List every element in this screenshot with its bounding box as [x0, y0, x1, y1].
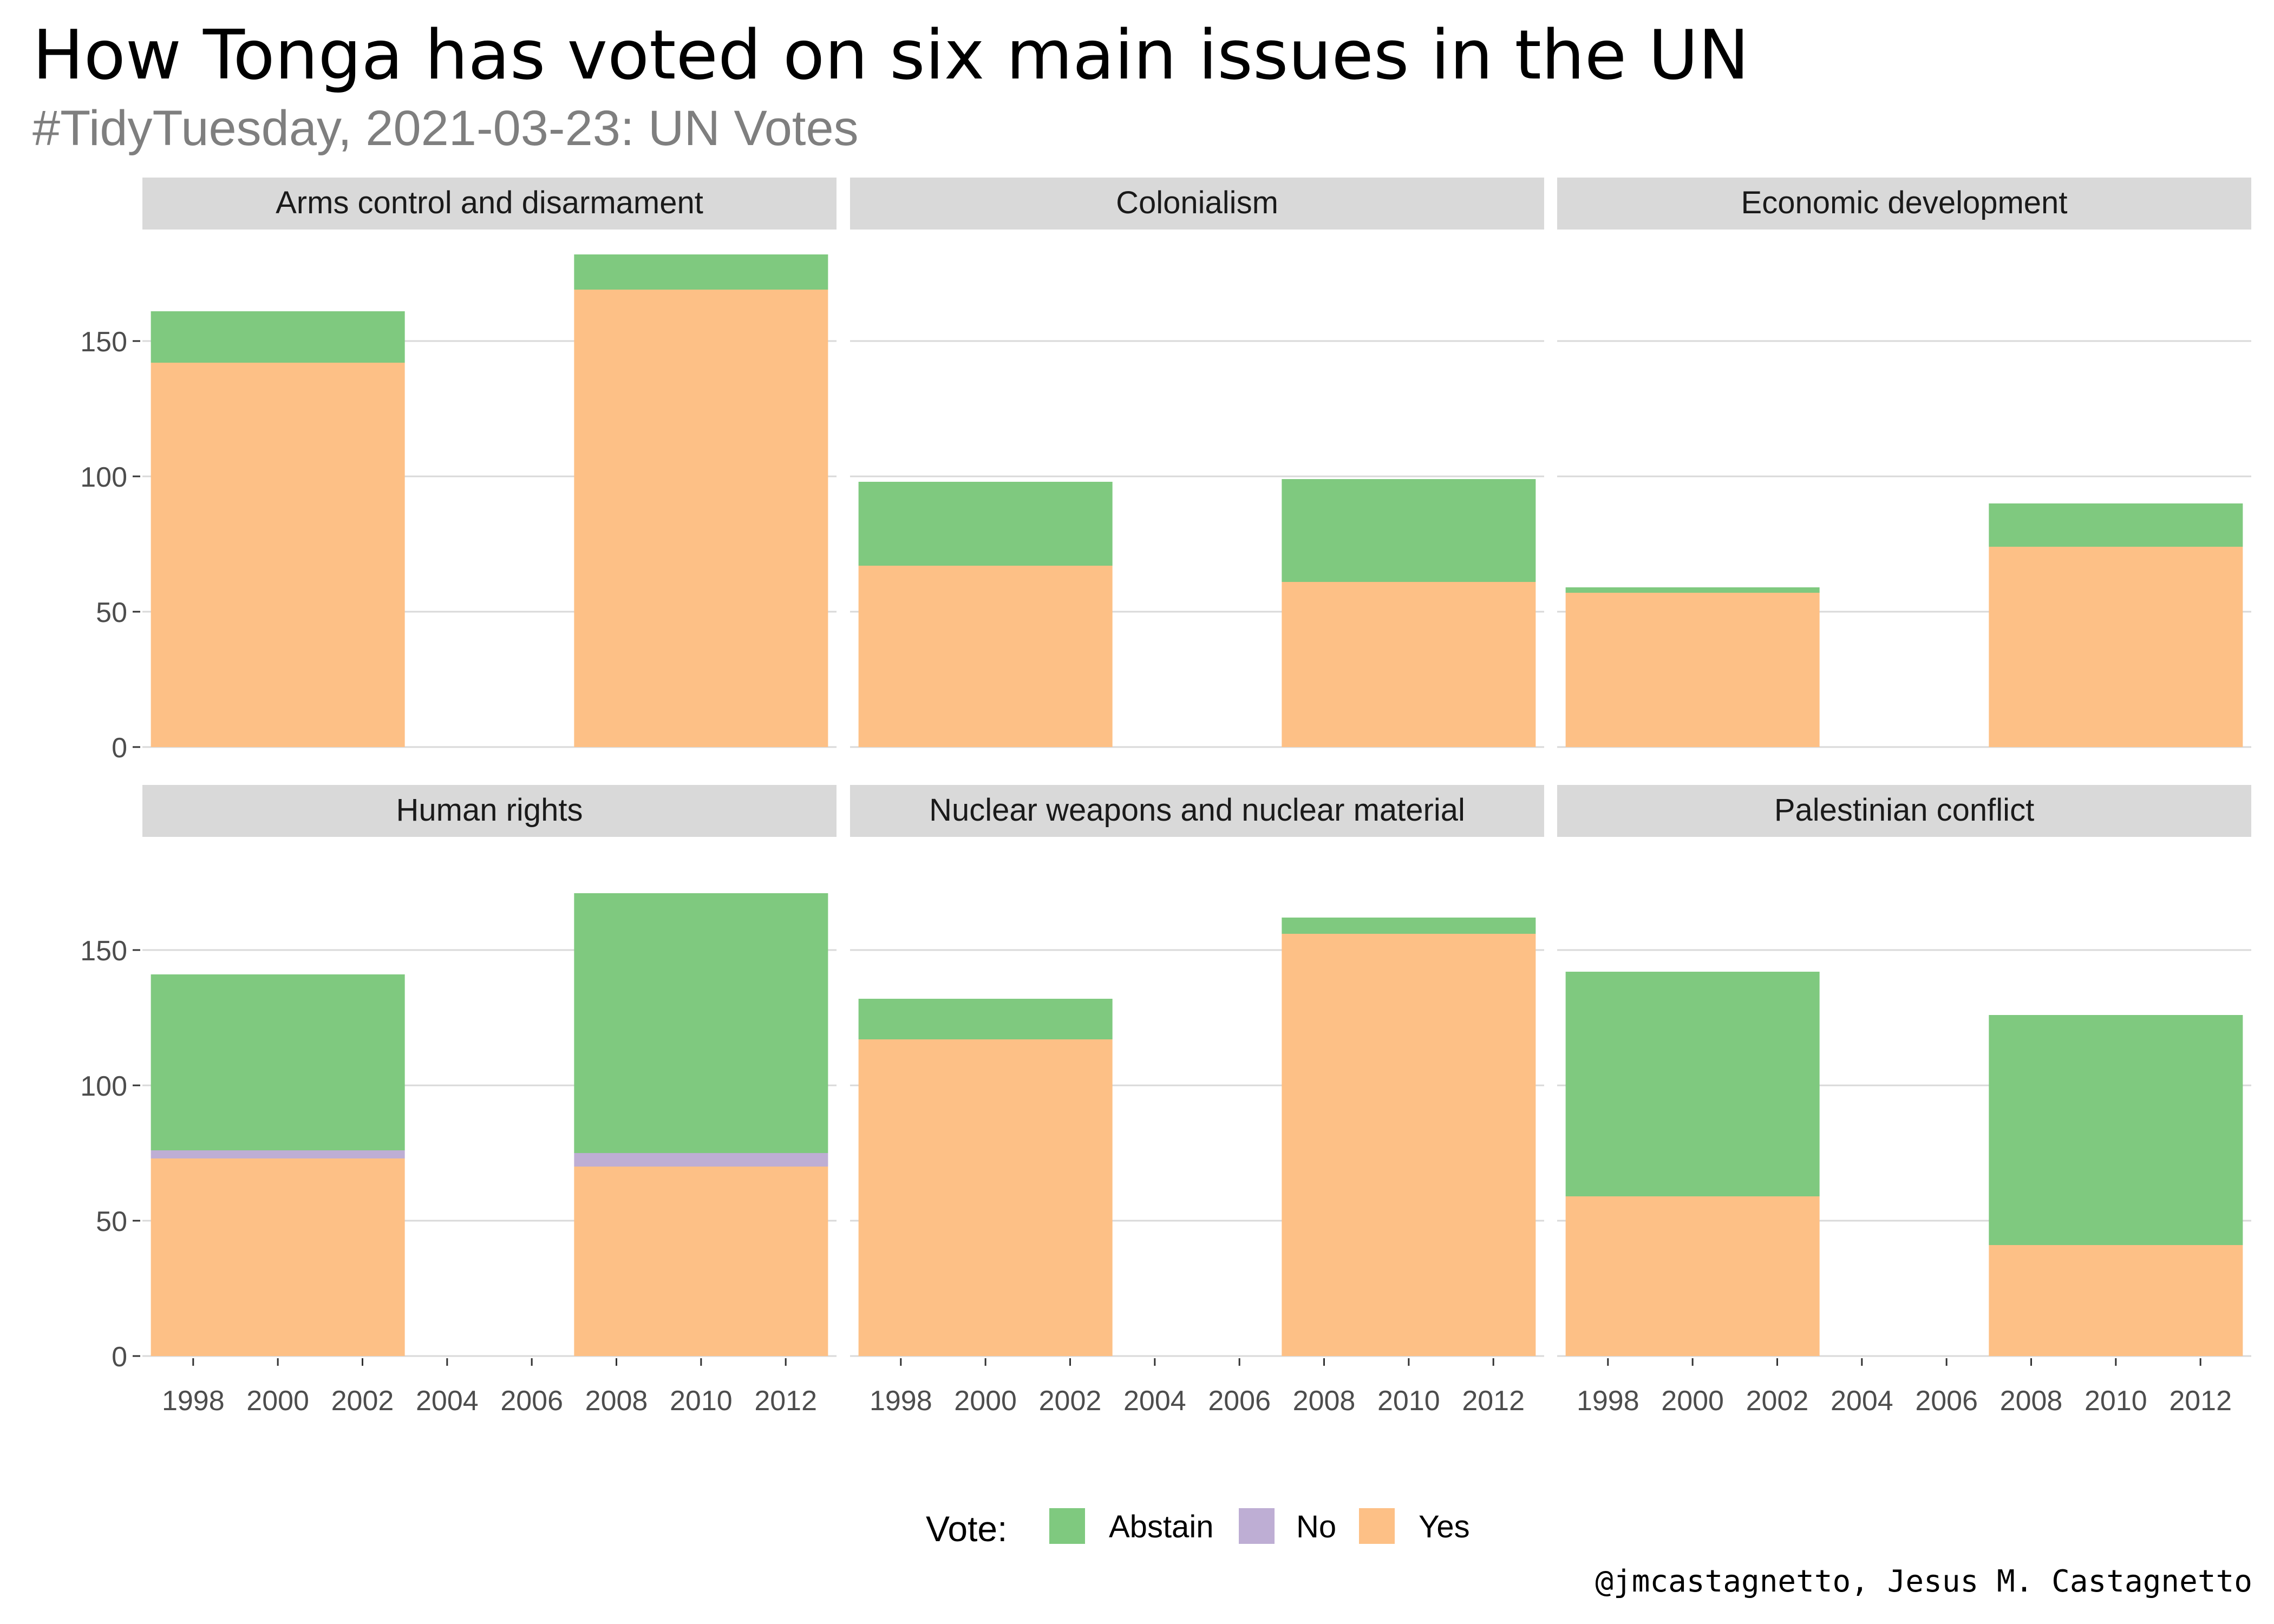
bar-segment-abstain: [858, 482, 1113, 566]
legend-title: Vote:: [926, 1509, 1007, 1549]
x-tick-label: 2008: [2000, 1385, 2063, 1417]
bar-segment-abstain: [1282, 479, 1536, 582]
facet-strip-label: Economic development: [1741, 185, 2068, 220]
x-tick-label: 1998: [162, 1385, 225, 1417]
panel-colonialism: Colonialism: [850, 178, 1544, 748]
bar-segment-yes: [151, 1158, 405, 1356]
facet-strip: [850, 785, 1544, 837]
bar-segment-abstain: [1989, 503, 2243, 547]
legend-label-abstain: Abstain: [1109, 1509, 1213, 1544]
y-tick-label: 50: [96, 597, 127, 628]
bar-segment-yes: [858, 1039, 1113, 1356]
facet-panels: Arms control and disarmament 0 50 100 150 Col…: [80, 178, 2251, 1417]
bar-segment-yes: [1989, 547, 2243, 747]
facet-strip: [1557, 178, 2251, 230]
y-tick-label: 0: [112, 732, 127, 764]
legend-label-yes: Yes: [1419, 1509, 1470, 1544]
bar-segment-abstain: [1565, 972, 1820, 1196]
facet-strip: [142, 785, 837, 837]
facet-strip-label: Arms control and disarmament: [276, 185, 703, 220]
panel-economic-development: Economic development: [1557, 178, 2251, 748]
legend-key-yes: [1359, 1508, 1395, 1544]
x-tick-label: 1998: [1577, 1385, 1639, 1417]
x-tick-label: 2006: [1208, 1385, 1271, 1417]
x-tick-label: 2004: [1123, 1385, 1186, 1417]
bar-segment-yes: [1565, 593, 1820, 747]
bar-segment-yes: [574, 1167, 828, 1356]
bar-segment-no: [574, 1153, 828, 1167]
y-tick-label: 150: [80, 326, 127, 358]
facet-strip-label: Nuclear weapons and nuclear material: [929, 793, 1465, 828]
chart-subtitle: #TidyTuesday, 2021-03-23: UN Votes: [32, 101, 859, 156]
facet-strip: [850, 178, 1544, 230]
bar-segment-abstain: [151, 311, 405, 363]
bar-segment-yes: [151, 363, 405, 747]
bar-segment-abstain: [858, 999, 1113, 1039]
chart-title: How Tonga has voted on six main issues i…: [32, 15, 1749, 95]
x-tick-label: 2010: [1377, 1385, 1440, 1417]
bar-segment-abstain: [1282, 918, 1536, 934]
y-tick-label: 50: [96, 1206, 127, 1237]
x-tick-label: 2012: [1462, 1385, 1525, 1417]
x-tick-label: 1998: [870, 1385, 932, 1417]
y-tick-label: 0: [112, 1341, 127, 1373]
panel-palestinian-conflict: Palestinian conflict 1998 2000 2002 2004 2006…: [1557, 785, 2251, 1417]
x-tick-label: 2004: [416, 1385, 479, 1417]
facet-strip-label: Colonialism: [1116, 185, 1278, 220]
bar-segment-abstain: [574, 893, 828, 1153]
x-tick-label: 2006: [500, 1385, 563, 1417]
y-tick-label: 100: [80, 462, 127, 493]
panel-arms-control-and-disarmament: Arms control and disarmament 0 50 100 150: [80, 178, 837, 764]
bar-segment-abstain: [1565, 587, 1820, 593]
x-tick-label: 2008: [1293, 1385, 1356, 1417]
chart-caption: @jmcastagnetto, Jesus M. Castagnetto: [1595, 1564, 2252, 1599]
legend-key-abstain: [1049, 1508, 1085, 1544]
bar-segment-yes: [858, 566, 1113, 747]
x-tick-label: 2012: [2169, 1385, 2232, 1417]
bar-segment-abstain: [574, 254, 828, 290]
x-tick-label: 2000: [954, 1385, 1017, 1417]
facet-strip-label: Human rights: [396, 793, 583, 828]
facet-strip: [142, 178, 837, 230]
panel-human-rights: Human rights 0 50 100 150 1998 2000 2002 2004 200…: [80, 785, 837, 1417]
x-tick-label: 2002: [1746, 1385, 1809, 1417]
x-tick-label: 2002: [1039, 1385, 1102, 1417]
x-tick-label: 2000: [1661, 1385, 1724, 1417]
x-tick-label: 2002: [331, 1385, 394, 1417]
bar-segment-yes: [1282, 582, 1536, 747]
bar-segment-yes: [574, 290, 828, 747]
x-tick-label: 2010: [670, 1385, 733, 1417]
legend-label-no: No: [1296, 1509, 1336, 1544]
bar-segment-abstain: [1989, 1015, 2243, 1245]
bar-segment-abstain: [151, 974, 405, 1150]
y-tick-label: 150: [80, 935, 127, 967]
legend: Vote: Abstain No Yes: [926, 1508, 1470, 1549]
facet-strip: [1557, 785, 2251, 837]
x-tick-label: 2012: [754, 1385, 817, 1417]
bar-segment-no: [151, 1150, 405, 1158]
bar-segment-yes: [1989, 1245, 2243, 1356]
bar-segment-yes: [1282, 934, 1536, 1356]
bar-segment-yes: [1565, 1196, 1820, 1356]
x-tick-label: 2000: [246, 1385, 309, 1417]
x-tick-label: 2004: [1831, 1385, 1893, 1417]
facet-strip-label: Palestinian conflict: [1774, 793, 2034, 828]
y-tick-label: 100: [80, 1071, 127, 1102]
x-tick-label: 2006: [1915, 1385, 1978, 1417]
legend-key-no: [1239, 1508, 1275, 1544]
x-tick-label: 2010: [2084, 1385, 2147, 1417]
x-tick-label: 2008: [585, 1385, 648, 1417]
panel-nuclear-weapons-and-nuclear-material: Nuclear weapons and nuclear material 1998…: [850, 785, 1544, 1417]
